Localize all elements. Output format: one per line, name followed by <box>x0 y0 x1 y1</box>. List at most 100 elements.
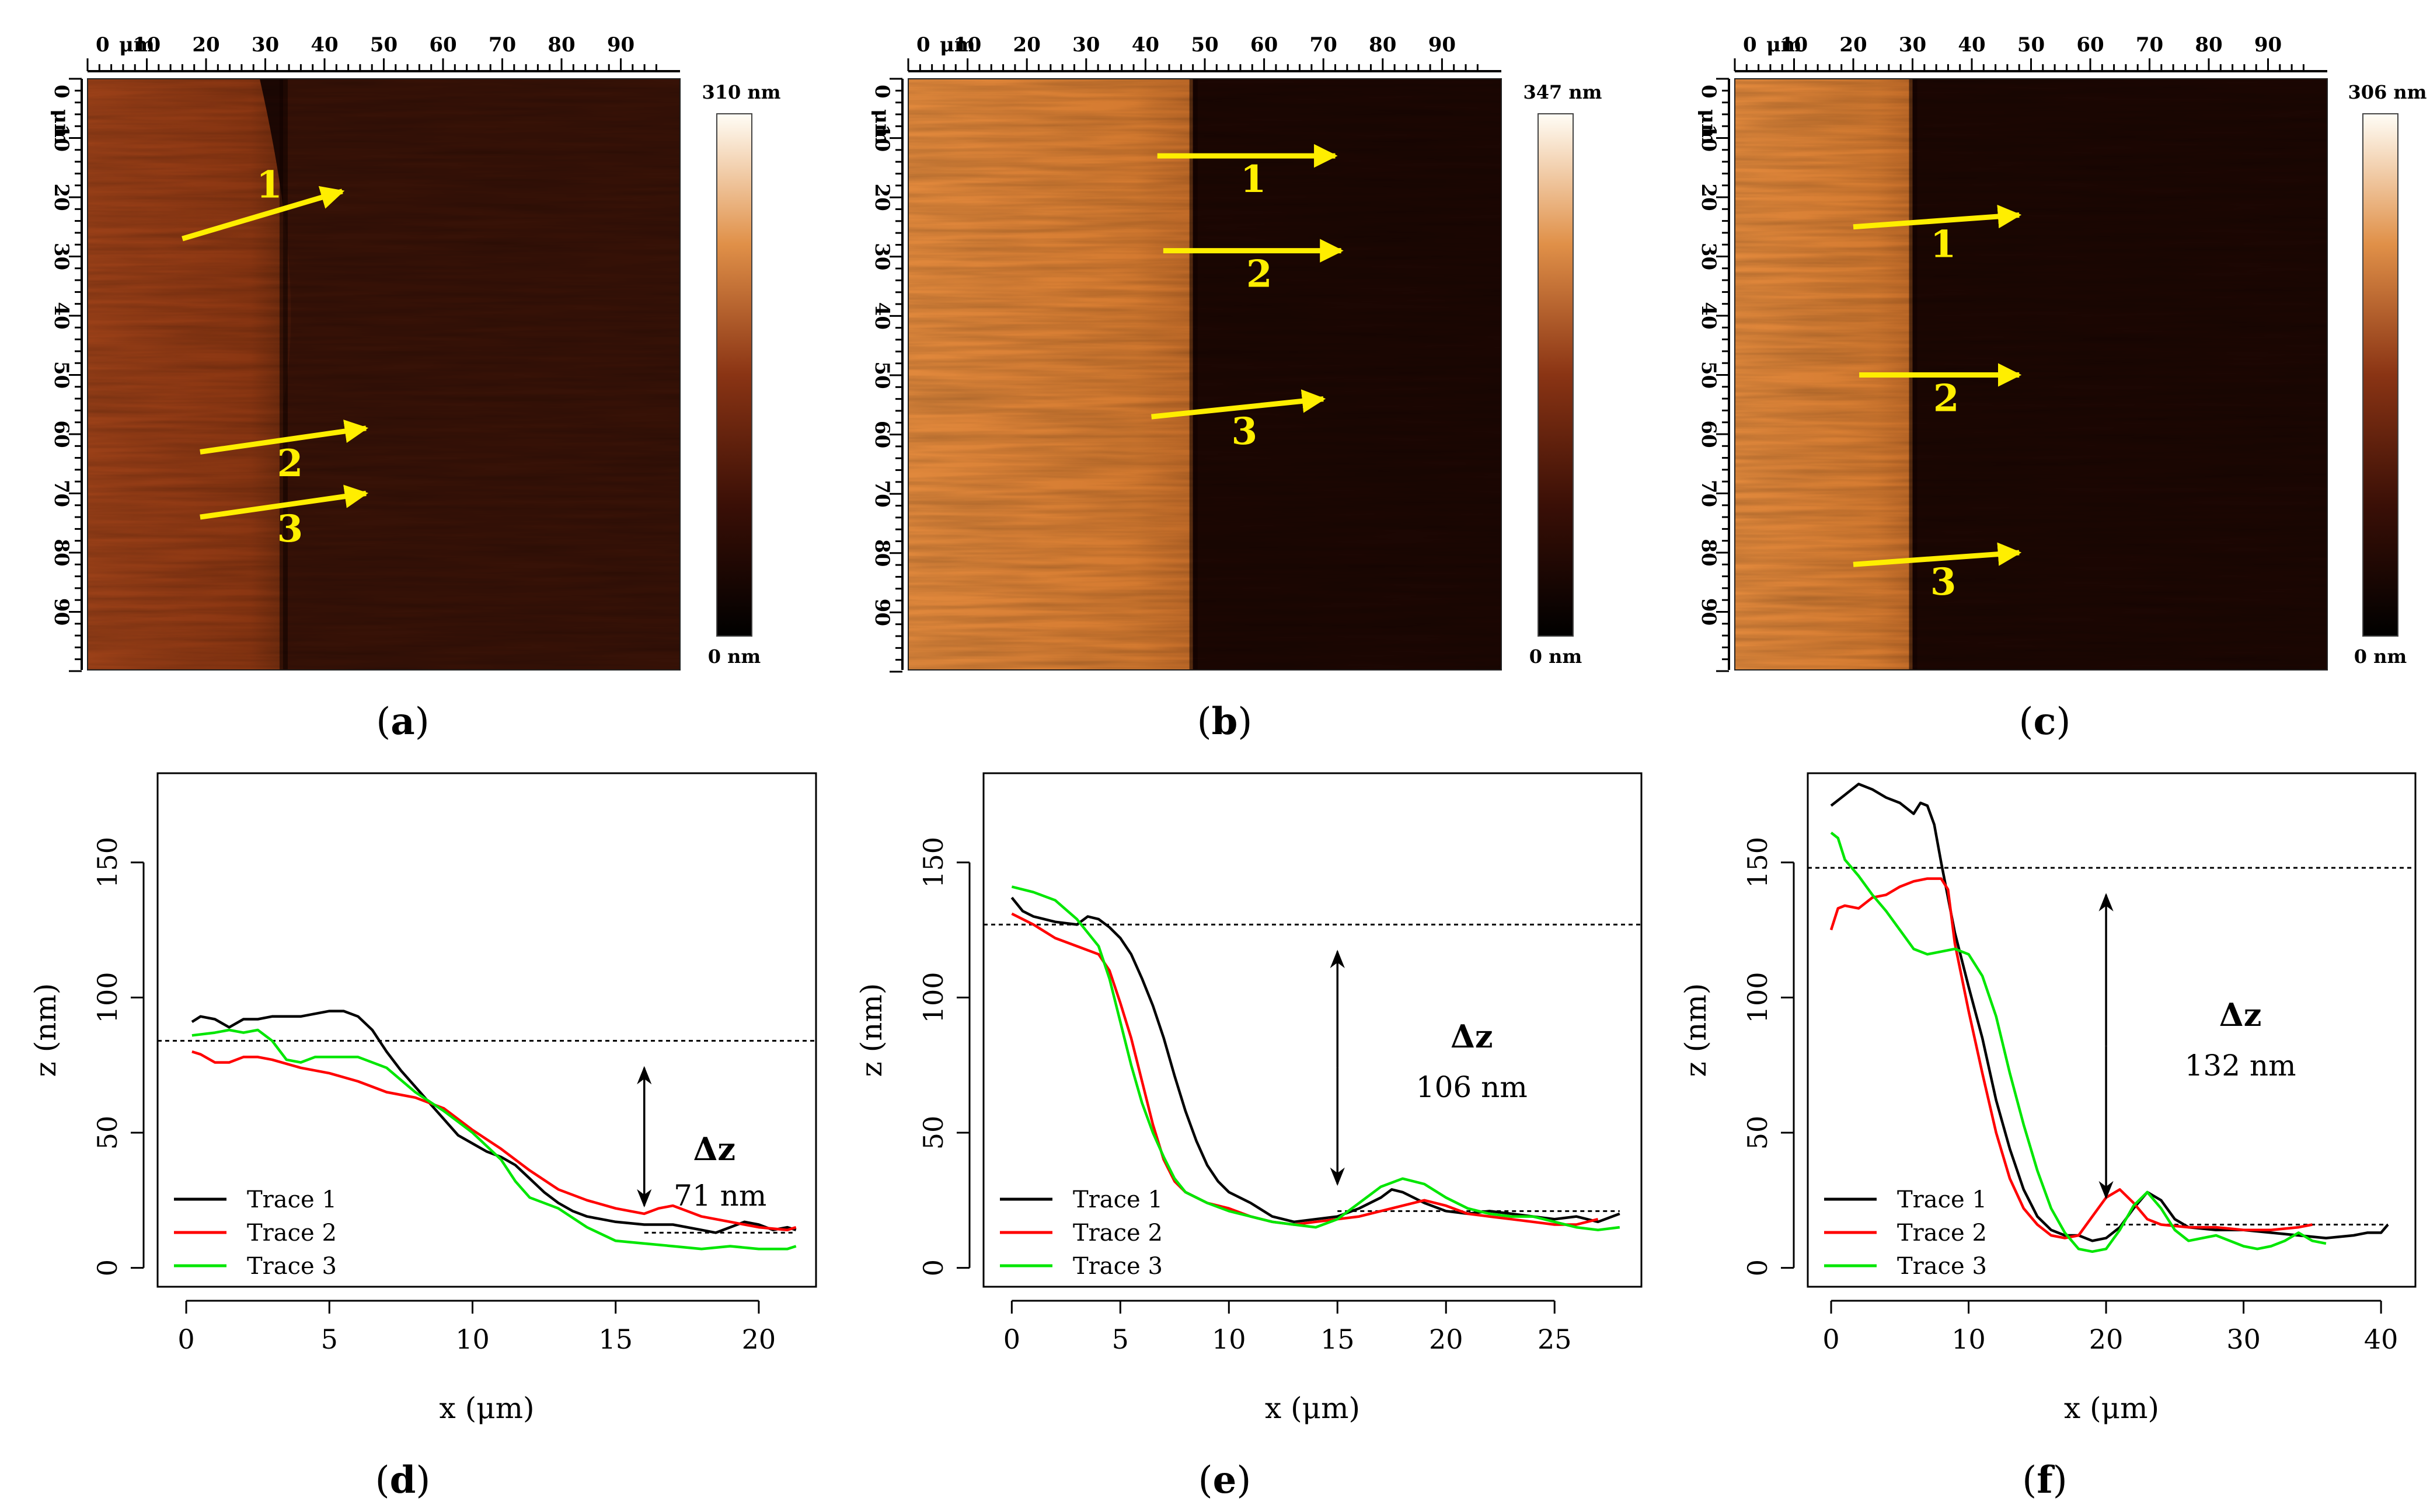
afm-top-tick-label: 20 <box>1839 33 1867 57</box>
afm-left-tick-label: 30 <box>1697 243 1720 270</box>
panel-label: (a) <box>376 700 429 743</box>
colorbar-max-label: 306 nm <box>2348 81 2426 103</box>
afm-left-tick-label: 80 <box>50 539 73 566</box>
panel-label-open: ( <box>375 1459 390 1502</box>
x-tick-label: 20 <box>2089 1324 2124 1355</box>
afm-top-tick-label: 90 <box>1428 33 1456 57</box>
afm-top-tick-label: 40 <box>1958 33 1985 57</box>
x-tick-label: 5 <box>321 1324 338 1355</box>
panel-label: (d) <box>375 1458 431 1502</box>
y-tick-label: 150 <box>918 837 949 888</box>
x-tick-label: 15 <box>598 1324 633 1355</box>
panel-label-open: ( <box>1197 700 1212 743</box>
profile-plot-panel-d: 0 5 10 15 20 0 50 100 150 x (μm) z (nm) Δz 71 nm Trac… <box>29 772 817 1502</box>
afm-left-tick-label: 0 <box>870 85 894 99</box>
afm-top-tick-label: 70 <box>2136 33 2163 57</box>
afm-top-tick-label: 50 <box>2017 33 2045 57</box>
afm-left-tick-label: 80 <box>1697 539 1720 566</box>
trace-arrow-2 <box>200 419 369 455</box>
afm-left-tick-label: 20 <box>50 183 73 211</box>
afm-left-tick-label: 80 <box>870 539 894 567</box>
trace-arrow-label: 2 <box>277 442 304 486</box>
profile-plot-panel-e: 0 5 10 15 20 25 0 50 100 150 x (μm) z (nm) Δz 106 nm T… <box>855 772 1643 1502</box>
profile-plot-panel-f: 0 10 20 30 40 0 50 100 150 x (μm) z (nm) Δz 132 nm Tr… <box>1679 772 2417 1502</box>
colorbar <box>1538 113 1574 637</box>
colorbar-min-label: 0 nm <box>1529 645 1582 668</box>
x-tick-label: 30 <box>2226 1324 2261 1355</box>
series-line-trace-1 <box>1830 783 2389 1242</box>
afm-left-tick-label: 0 <box>1697 85 1720 99</box>
panel-label-open: ( <box>1198 1459 1213 1502</box>
x-tick-label: 10 <box>1212 1324 1246 1355</box>
afm-top-tick-label: 0 <box>1743 33 1757 57</box>
afm-top-tick-label: 80 <box>1369 33 1396 57</box>
y-tick-label: 50 <box>918 1116 949 1150</box>
colorbar-min-label: 0 nm <box>2354 645 2407 668</box>
trace-arrow-label: 3 <box>277 507 304 551</box>
afm-top-tick-label: 60 <box>2076 33 2104 57</box>
afm-image-panel-b: 0 10 20 30 40 50 60 70 80 90 μm 0 10 20 30 40 50 60 70 80 90… <box>870 33 1602 743</box>
trace-arrow-3 <box>1151 389 1326 420</box>
series-line-trace-2 <box>1829 877 2313 1239</box>
trace-arrow-1 <box>1853 204 2022 230</box>
x-axis-label: x (μm) <box>439 1391 534 1425</box>
afm-texture <box>908 79 1501 670</box>
afm-left-tick-label: 40 <box>50 302 73 329</box>
colorbar <box>716 113 752 637</box>
panel-label-close: ) <box>1236 1459 1251 1502</box>
panel-label-close: ) <box>416 1459 430 1502</box>
afm-top-axis-unit: μm <box>940 33 975 57</box>
trace-arrow-label: 1 <box>1930 223 1957 267</box>
afm-top-tick-label: 30 <box>252 33 279 57</box>
y-axis-label: z (nm) <box>29 983 62 1077</box>
x-axis-label: x (μm) <box>2064 1391 2159 1425</box>
series-line-trace-1 <box>191 1010 797 1234</box>
y-tick-label: 100 <box>918 972 949 1024</box>
legend-label: Trace 3 <box>247 1253 337 1280</box>
afm-image-panel-a: 0 10 20 30 40 50 60 70 80 90 μm 0 10 20 30 40 50 60 70 80 90… <box>50 33 781 743</box>
afm-top-tick-label: 10 <box>954 33 981 57</box>
afm-top-tick-label: 70 <box>1310 33 1337 57</box>
afm-top-tick-label: 80 <box>548 33 575 57</box>
afm-left-tick-label: 50 <box>1697 361 1720 389</box>
panel-label-letter: a <box>391 700 414 743</box>
afm-top-axis-unit: μm <box>119 33 155 57</box>
y-tick-label: 0 <box>1742 1259 1773 1276</box>
panel-label-letter: d <box>390 1458 416 1502</box>
x-tick-label: 25 <box>1538 1324 1572 1355</box>
afm-image-frame <box>1734 78 2328 671</box>
legend-label: Trace 1 <box>1897 1186 1987 1213</box>
plot-frame <box>982 772 1643 1288</box>
afm-left-tick-label: 10 <box>870 124 894 152</box>
afm-left-tick-label: 0 <box>50 85 73 99</box>
y-tick-label: 150 <box>92 837 123 888</box>
plot-frame <box>156 772 817 1288</box>
x-tick-label: 40 <box>2364 1324 2398 1355</box>
series-line-trace-3 <box>191 1028 797 1251</box>
y-tick-label: 50 <box>92 1116 123 1150</box>
dz-symbol: Δz <box>693 1130 735 1168</box>
y-axis-label: z (nm) <box>1679 983 1713 1077</box>
afm-left-tick-label: 90 <box>870 599 894 626</box>
trace-arrow-3 <box>200 484 369 520</box>
dz-symbol: Δz <box>1451 1018 1493 1055</box>
trace-arrow-3 <box>1853 542 2022 567</box>
trace-arrow-1 <box>182 186 345 242</box>
afm-top-axis-unit: μm <box>1766 33 1802 57</box>
panel-label-close: ) <box>2056 700 2070 743</box>
x-tick-label: 0 <box>1822 1324 1839 1355</box>
legend-label: Trace 1 <box>1073 1186 1163 1213</box>
trace-arrow-label: 1 <box>256 163 283 207</box>
afm-top-tick-label: 40 <box>311 33 338 57</box>
legend-label: Trace 3 <box>1073 1253 1163 1280</box>
afm-left-tick-label: 60 <box>50 420 73 448</box>
colorbar-min-label: 0 nm <box>708 645 761 668</box>
afm-left-tick-label: 40 <box>870 302 894 330</box>
trace-arrow-label: 2 <box>1246 253 1272 296</box>
series-line-trace-3 <box>1011 885 1620 1231</box>
afm-top-tick-label: 50 <box>370 33 398 57</box>
panel-label: (f) <box>2022 1458 2067 1502</box>
panel-label-close: ) <box>1237 700 1252 743</box>
y-tick-label: 0 <box>92 1259 123 1276</box>
colorbar <box>2362 113 2398 637</box>
